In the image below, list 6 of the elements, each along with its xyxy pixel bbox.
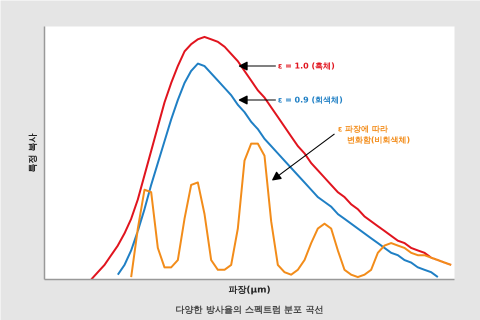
x-axis-title: 파장(μm) — [228, 286, 271, 296]
text: ε = 0.9 (회색체) — [278, 96, 343, 104]
text: ε 파장에 따라 변화함(비회색체) — [338, 124, 410, 145]
text: 다양한 방사율의 스펙트럼 분포 곡선 — [176, 306, 324, 316]
text: ε = 1.0 (흑체) — [278, 62, 335, 71]
y-axis-title: 특정 복사 — [28, 133, 38, 173]
